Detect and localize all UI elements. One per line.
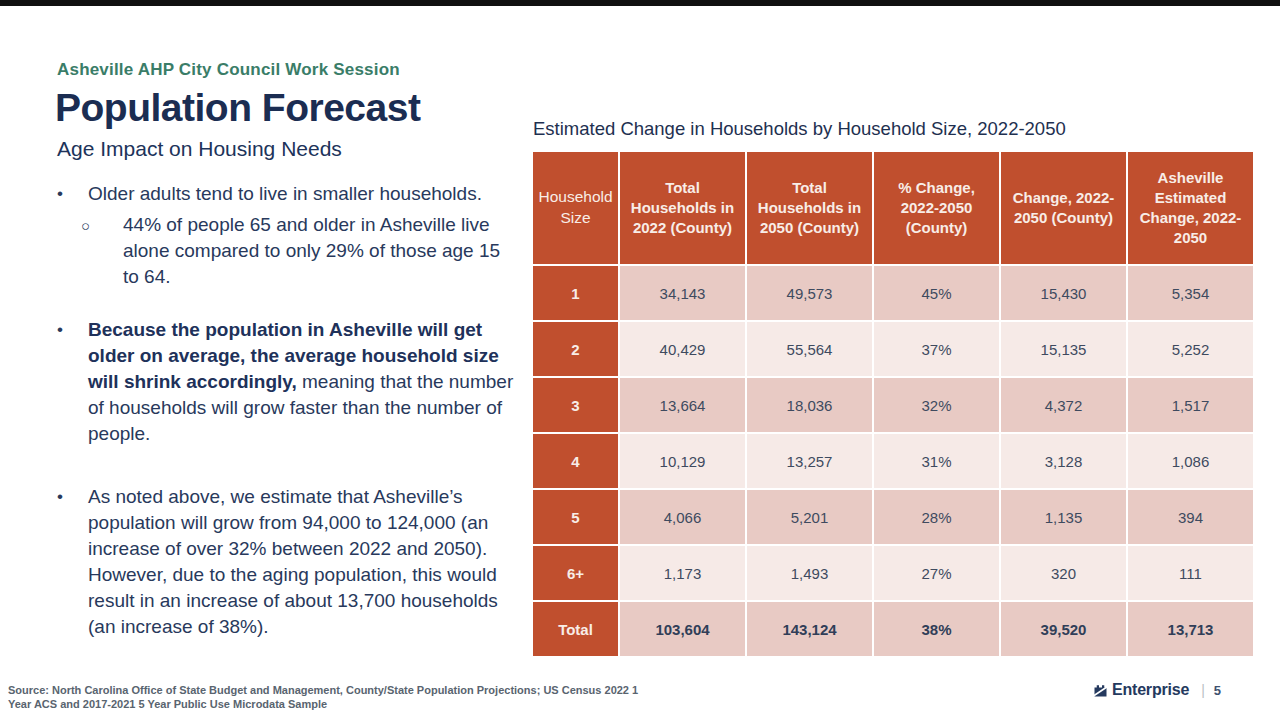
table-cell: 5,201 <box>747 490 872 544</box>
page-number: 5 <box>1214 683 1221 698</box>
table-cell: 1,135 <box>1001 490 1126 544</box>
table-cell: 1,517 <box>1128 378 1253 432</box>
bullet-2-text: Because the population in Asheville will… <box>88 317 515 447</box>
column-header: Household Size <box>533 152 618 264</box>
enterprise-logo-icon <box>1093 683 1108 698</box>
table-cell: 13,664 <box>620 378 745 432</box>
table-cell: 28% <box>874 490 999 544</box>
column-header: Total Households in 2022 (County) <box>620 152 745 264</box>
bullet-circle-icon: ○ <box>81 212 123 290</box>
table-cell: 3,128 <box>1001 434 1126 488</box>
bullet-1-sub-text: 44% of people 65 and older in Asheville … <box>123 212 515 290</box>
row-label: 3 <box>533 378 618 432</box>
table-cell: 111 <box>1128 546 1253 600</box>
table-cell: 13,257 <box>747 434 872 488</box>
brand-name: Enterprise <box>1112 681 1189 699</box>
table-cell: 1,173 <box>620 546 745 600</box>
table-cell: 5,252 <box>1128 322 1253 376</box>
source-note: Source: North Carolina Office of State B… <box>8 683 656 712</box>
row-label: 1 <box>533 266 618 320</box>
table-cell: 4,066 <box>620 490 745 544</box>
table-cell: 45% <box>874 266 999 320</box>
table-cell: 1,086 <box>1128 434 1253 488</box>
table-cell: 1,493 <box>747 546 872 600</box>
row-label: 5 <box>533 490 618 544</box>
row-label: 6+ <box>533 546 618 600</box>
table-cell: 13,713 <box>1128 602 1253 656</box>
column-header: Change, 2022-2050 (County) <box>1001 152 1126 264</box>
table-cell: 40,429 <box>620 322 745 376</box>
table-cell: 31% <box>874 434 999 488</box>
table-cell: 55,564 <box>747 322 872 376</box>
table-cell: 32% <box>874 378 999 432</box>
table-cell: 27% <box>874 546 999 600</box>
table-title: Estimated Change in Households by Househ… <box>533 118 1066 140</box>
footer-divider: | <box>1201 682 1205 698</box>
table-cell: 320 <box>1001 546 1126 600</box>
row-label: Total <box>533 602 618 656</box>
bullet-3-text: As noted above, we estimate that Ashevil… <box>88 484 515 640</box>
brand-footer: Enterprise | 5 <box>1093 680 1221 700</box>
bullet-1-text: Older adults tend to live in smaller hou… <box>88 181 482 207</box>
slide-kicker: Asheville AHP City Council Work Session <box>57 60 400 80</box>
table-cell: 5,354 <box>1128 266 1253 320</box>
table-cell: 18,036 <box>747 378 872 432</box>
bullet-dot-icon: • <box>57 317 88 447</box>
row-label: 2 <box>533 322 618 376</box>
table-cell: 143,124 <box>747 602 872 656</box>
letterbox-top-bar <box>0 0 1280 6</box>
table-cell: 39,520 <box>1001 602 1126 656</box>
column-header: % Change, 2022-2050 (County) <box>874 152 999 264</box>
table-cell: 4,372 <box>1001 378 1126 432</box>
households-table: Household Size Total Households in 2022 … <box>533 152 1253 656</box>
table-cell: 394 <box>1128 490 1253 544</box>
table-cell: 34,143 <box>620 266 745 320</box>
list-item: ○ 44% of people 65 and older in Ashevill… <box>81 212 515 290</box>
page-title: Population Forecast <box>55 86 420 130</box>
bullet-list: • Older adults tend to live in smaller h… <box>57 181 515 667</box>
row-label: 4 <box>533 434 618 488</box>
table-cell: 38% <box>874 602 999 656</box>
table-cell: 49,573 <box>747 266 872 320</box>
column-header: Total Households in 2050 (County) <box>747 152 872 264</box>
table-cell: 15,135 <box>1001 322 1126 376</box>
list-item: • Older adults tend to live in smaller h… <box>57 181 515 290</box>
list-item: • Because the population in Asheville wi… <box>57 317 515 447</box>
table-cell: 103,604 <box>620 602 745 656</box>
page-subtitle: Age Impact on Housing Needs <box>57 137 342 161</box>
table-cell: 10,129 <box>620 434 745 488</box>
table-cell: 37% <box>874 322 999 376</box>
bullet-dot-icon: • <box>57 181 88 207</box>
list-item: • As noted above, we estimate that Ashev… <box>57 484 515 640</box>
bullet-dot-icon: • <box>57 484 88 640</box>
table-cell: 15,430 <box>1001 266 1126 320</box>
column-header: Asheville Estimated Change, 2022-2050 <box>1128 152 1253 264</box>
